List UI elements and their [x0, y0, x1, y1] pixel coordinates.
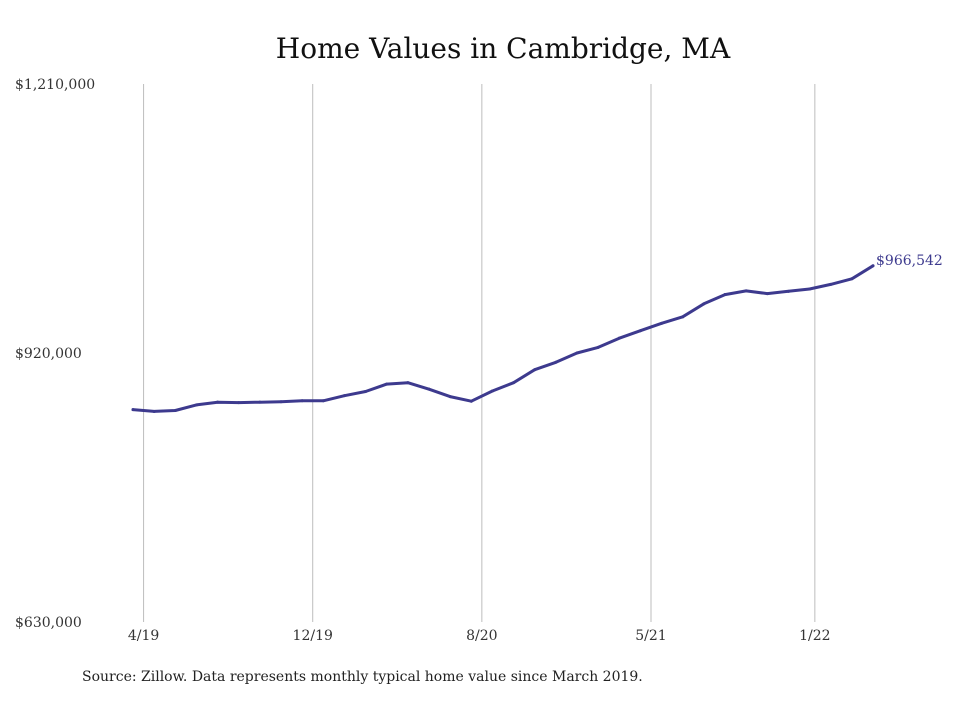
- data-point: [744, 289, 748, 293]
- data-point: [364, 389, 368, 393]
- data-point: [702, 302, 706, 306]
- gridlines: [143, 84, 816, 622]
- chart-title: Home Values in Cambridge, MA: [276, 32, 731, 65]
- data-point: [406, 381, 410, 385]
- data-point: [216, 400, 220, 404]
- x-tick-label: 12/19: [293, 628, 333, 644]
- end-value-label: $966,542: [876, 253, 943, 269]
- data-point: [448, 395, 452, 399]
- data-point: [554, 360, 558, 364]
- y-tick-label: $630,000: [15, 615, 82, 631]
- data-point: [194, 403, 198, 407]
- x-tick-label: 1/22: [799, 628, 830, 644]
- x-axis-ticks: 4/19 12/19 8/20 5/21 1/22: [128, 628, 831, 644]
- data-point: [575, 351, 579, 355]
- data-point: [173, 409, 177, 413]
- data-point: [385, 382, 389, 386]
- source-note: Source: Zillow. Data represents monthly …: [82, 669, 643, 685]
- data-point: [617, 336, 621, 340]
- series-layer: $966,542: [131, 253, 943, 413]
- data-point: [131, 408, 135, 412]
- data-point: [765, 292, 769, 296]
- x-tick-label: 5/21: [635, 628, 666, 644]
- data-point: [321, 399, 325, 403]
- y-tick-label: $1,210,000: [15, 77, 95, 93]
- data-point: [258, 400, 262, 404]
- data-point: [808, 287, 812, 291]
- data-point: [638, 329, 642, 333]
- y-axis-ticks: $630,000 $920,000 $1,210,000: [15, 77, 95, 631]
- data-point: [279, 400, 283, 404]
- data-point: [871, 264, 875, 268]
- data-point: [469, 399, 473, 403]
- data-point: [152, 409, 156, 413]
- data-point: [427, 387, 431, 391]
- data-point: [512, 381, 516, 385]
- x-tick-label: 4/19: [128, 628, 159, 644]
- data-point: [300, 399, 304, 403]
- data-point: [342, 394, 346, 398]
- data-point: [596, 345, 600, 349]
- data-point: [660, 321, 664, 325]
- data-point: [533, 368, 537, 372]
- series-line: [131, 264, 875, 413]
- y-tick-label: $920,000: [15, 346, 82, 362]
- data-point: [681, 315, 685, 319]
- data-point: [850, 277, 854, 281]
- data-point: [723, 293, 727, 297]
- x-tick-label: 8/20: [466, 628, 497, 644]
- data-point: [786, 289, 790, 293]
- data-point: [237, 401, 241, 405]
- data-point: [490, 389, 494, 393]
- data-point: [829, 282, 833, 286]
